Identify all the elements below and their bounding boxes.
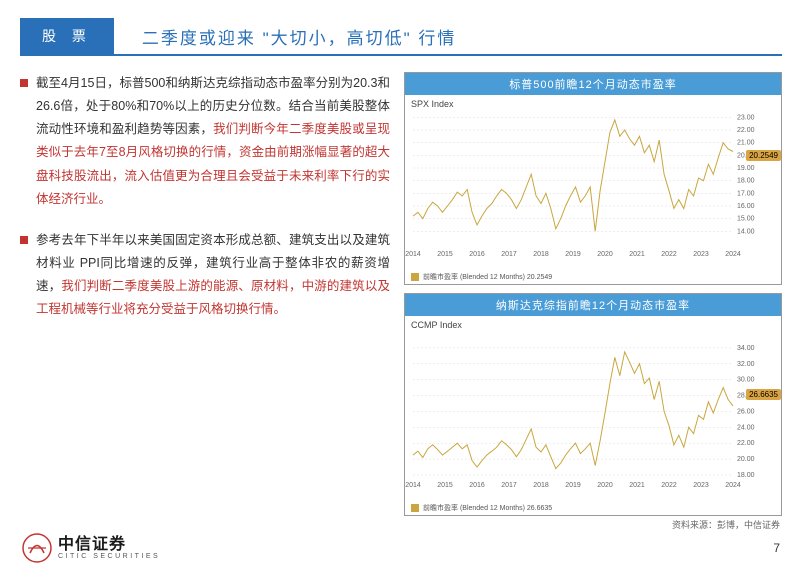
chart-body: CCMP Index18.0020.0022.0024.0026.0028.00… xyxy=(405,316,781,501)
bullet-item: 参考去年下半年以来美国固定资本形成总额、建筑支出以及建筑材料业 PPI同比增速的… xyxy=(20,229,390,322)
svg-text:2016: 2016 xyxy=(469,251,485,258)
legend-swatch-icon xyxy=(411,273,419,281)
svg-text:20.00: 20.00 xyxy=(737,456,755,463)
svg-text:2022: 2022 xyxy=(661,482,677,489)
chart-title: 纳斯达克综指前瞻12个月动态市盈率 xyxy=(405,294,781,316)
page-title: 二季度或迎来 "大切小，高切低" 行情 xyxy=(114,18,457,54)
text-column: 截至4月15日，标普500和纳斯达克综指动态市盈率分别为20.3和26.6倍，处… xyxy=(20,72,390,516)
chart-box: 标普500前瞻12个月动态市盈率 SPX Index 14.00 15.00 16.00… xyxy=(404,72,782,285)
chart-title: 标普500前瞻12个月动态市盈率 xyxy=(405,73,781,95)
svg-text:14.00: 14.00 xyxy=(737,228,755,235)
content-area: 截至4月15日，标普500和纳斯达克综指动态市盈率分别为20.3和26.6倍，处… xyxy=(0,56,802,516)
svg-text:2018: 2018 xyxy=(533,482,549,489)
svg-text:32.00: 32.00 xyxy=(737,361,755,368)
svg-text:30.00: 30.00 xyxy=(737,377,755,384)
chart-series-line xyxy=(413,352,733,469)
svg-text:2021: 2021 xyxy=(629,482,645,489)
svg-text:2014: 2014 xyxy=(405,482,421,489)
svg-text:2017: 2017 xyxy=(501,482,517,489)
svg-text:2024: 2024 xyxy=(725,251,741,258)
page-number: 7 xyxy=(773,541,780,555)
legend-swatch-icon xyxy=(411,504,419,512)
svg-text:15.00: 15.00 xyxy=(737,216,755,223)
svg-text:2023: 2023 xyxy=(693,251,709,258)
legend-label: 前瞻市盈率 (Blended 12 Months) 20.2549 xyxy=(423,272,552,282)
svg-text:2015: 2015 xyxy=(437,482,453,489)
chart-legend: 前瞻市盈率 (Blended 12 Months) 26.6635 xyxy=(405,501,781,515)
chart-index-label: CCMP Index xyxy=(411,320,462,330)
svg-text:2020: 2020 xyxy=(597,482,613,489)
logo-text: 中信证券 CITIC SECURITIES xyxy=(58,537,160,560)
logo-en: CITIC SECURITIES xyxy=(58,553,160,560)
charts-column: 标普500前瞻12个月动态市盈率 SPX Index 14.00 15.00 16.00… xyxy=(404,72,782,516)
chart-index-label: SPX Index xyxy=(411,99,454,109)
svg-text:19.00: 19.00 xyxy=(737,165,755,172)
bullet-item: 截至4月15日，标普500和纳斯达克综指动态市盈率分别为20.3和26.6倍，处… xyxy=(20,72,390,211)
svg-text:2016: 2016 xyxy=(469,482,485,489)
svg-text:2015: 2015 xyxy=(437,251,453,258)
chart-box: 纳斯达克综指前瞻12个月动态市盈率 CCMP Index 18.00 20.00 22.… xyxy=(404,293,782,516)
svg-text:2019: 2019 xyxy=(565,251,581,258)
company-logo: 中信证券 CITIC SECURITIES xyxy=(22,533,160,563)
svg-text:2014: 2014 xyxy=(405,251,421,258)
svg-text:18.00: 18.00 xyxy=(737,472,755,479)
chart-last-value-tag: 26.6635 xyxy=(746,389,781,400)
svg-text:22.00: 22.00 xyxy=(737,440,755,447)
svg-text:21.00: 21.00 xyxy=(737,140,755,147)
svg-text:2022: 2022 xyxy=(661,251,677,258)
svg-text:2018: 2018 xyxy=(533,251,549,258)
svg-text:2017: 2017 xyxy=(501,251,517,258)
chart-svg: 18.0020.0022.0024.0026.0028.0030.0032.00… xyxy=(405,316,765,501)
svg-text:2019: 2019 xyxy=(565,482,581,489)
svg-text:18.00: 18.00 xyxy=(737,178,755,185)
svg-text:2021: 2021 xyxy=(629,251,645,258)
bullet-marker-icon xyxy=(20,79,28,87)
logo-icon xyxy=(22,533,52,563)
chart-last-value-tag: 20.2549 xyxy=(746,150,781,161)
bullet-text: 参考去年下半年以来美国固定资本形成总额、建筑支出以及建筑材料业 PPI同比增速的… xyxy=(36,229,390,322)
svg-text:17.00: 17.00 xyxy=(737,190,755,197)
bullet-text: 截至4月15日，标普500和纳斯达克综指动态市盈率分别为20.3和26.6倍，处… xyxy=(36,72,390,211)
header-category-tag: 股 票 xyxy=(20,18,114,54)
svg-text:24.00: 24.00 xyxy=(737,424,755,431)
svg-text:26.00: 26.00 xyxy=(737,408,755,415)
bullet-marker-icon xyxy=(20,236,28,244)
svg-text:2024: 2024 xyxy=(725,482,741,489)
logo-cn: 中信证券 xyxy=(58,537,160,553)
svg-text:2020: 2020 xyxy=(597,251,613,258)
svg-text:22.00: 22.00 xyxy=(737,127,755,134)
page-footer: 中信证券 CITIC SECURITIES 7 xyxy=(0,533,802,563)
svg-text:16.00: 16.00 xyxy=(737,203,755,210)
legend-label: 前瞻市盈率 (Blended 12 Months) 26.6635 xyxy=(423,503,552,513)
svg-text:34.00: 34.00 xyxy=(737,345,755,352)
chart-series-line xyxy=(413,120,733,231)
chart-svg: 14.0015.0016.0017.0018.0019.0020.0021.00… xyxy=(405,95,765,270)
page-header: 股 票 二季度或迎来 "大切小，高切低" 行情 xyxy=(20,18,782,56)
chart-legend: 前瞻市盈率 (Blended 12 Months) 20.2549 xyxy=(405,270,781,284)
svg-text:23.00: 23.00 xyxy=(737,114,755,121)
svg-text:2023: 2023 xyxy=(693,482,709,489)
source-attribution: 资料来源：彭博，中信证券 xyxy=(0,518,802,531)
chart-body: SPX Index 14.00 15.00 16.00 17.00 18.00 19.00 2… xyxy=(405,95,781,270)
